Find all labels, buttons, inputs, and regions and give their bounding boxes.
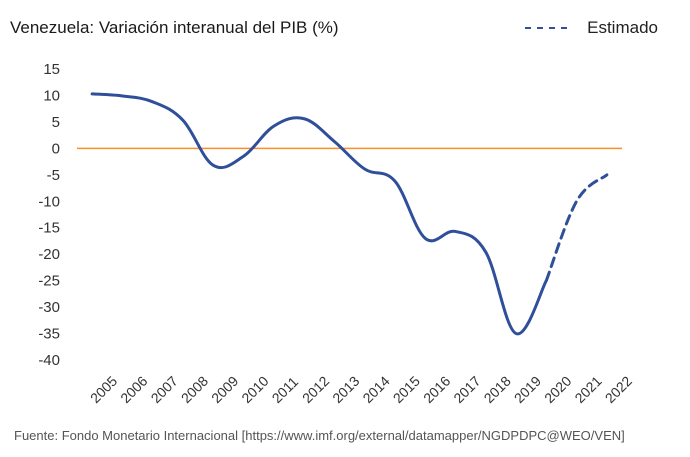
x-tick-label: 2015 — [390, 373, 423, 406]
x-tick-label: 2010 — [238, 373, 271, 406]
x-tick-label: 2022 — [602, 373, 635, 406]
x-tick-label: 2006 — [117, 373, 150, 406]
x-tick-label: 2019 — [511, 373, 544, 406]
x-tick-label: 2016 — [420, 373, 453, 406]
x-tick-label: 2011 — [269, 373, 302, 406]
x-tick-label: 2014 — [359, 373, 392, 406]
y-tick-label: 15 — [43, 61, 60, 78]
series-line-pib — [90, 92, 548, 336]
legend: Estimado — [523, 18, 658, 38]
x-tick-label: 2007 — [148, 373, 181, 406]
x-tick-label: 2005 — [87, 373, 120, 406]
y-tick-label: -30 — [38, 299, 60, 316]
y-tick-label: -10 — [38, 193, 60, 210]
y-tick-label: -40 — [38, 352, 60, 369]
x-tick-label: 2020 — [541, 373, 574, 406]
series-line-estimado — [544, 173, 609, 283]
chart-title: Venezuela: Variación interanual del PIB … — [10, 18, 339, 37]
legend-dashed-swatch — [525, 27, 574, 29]
y-tick-label: 0 — [52, 140, 60, 157]
x-tick-label: 2009 — [208, 373, 241, 406]
x-tick-label: 2008 — [178, 373, 211, 406]
x-tick-label: 2013 — [329, 373, 362, 406]
y-tick-label: -5 — [47, 167, 60, 184]
y-tick-label: -35 — [38, 326, 60, 343]
y-tick-label: -15 — [38, 220, 60, 237]
y-tick-label: 10 — [43, 87, 60, 104]
x-tick-label: 2017 — [450, 373, 483, 406]
x-tick-label: 2021 — [571, 373, 604, 406]
x-tick-label: 2012 — [299, 373, 332, 406]
y-tick-label: -20 — [38, 246, 60, 263]
legend-label-estimado: Estimado — [587, 18, 658, 37]
x-tick-label: 2018 — [481, 373, 514, 406]
y-tick-label: 5 — [52, 114, 60, 131]
source-note: Fuente: Fondo Monetario Internacional [h… — [14, 428, 625, 443]
y-tick-label: -25 — [38, 273, 60, 290]
